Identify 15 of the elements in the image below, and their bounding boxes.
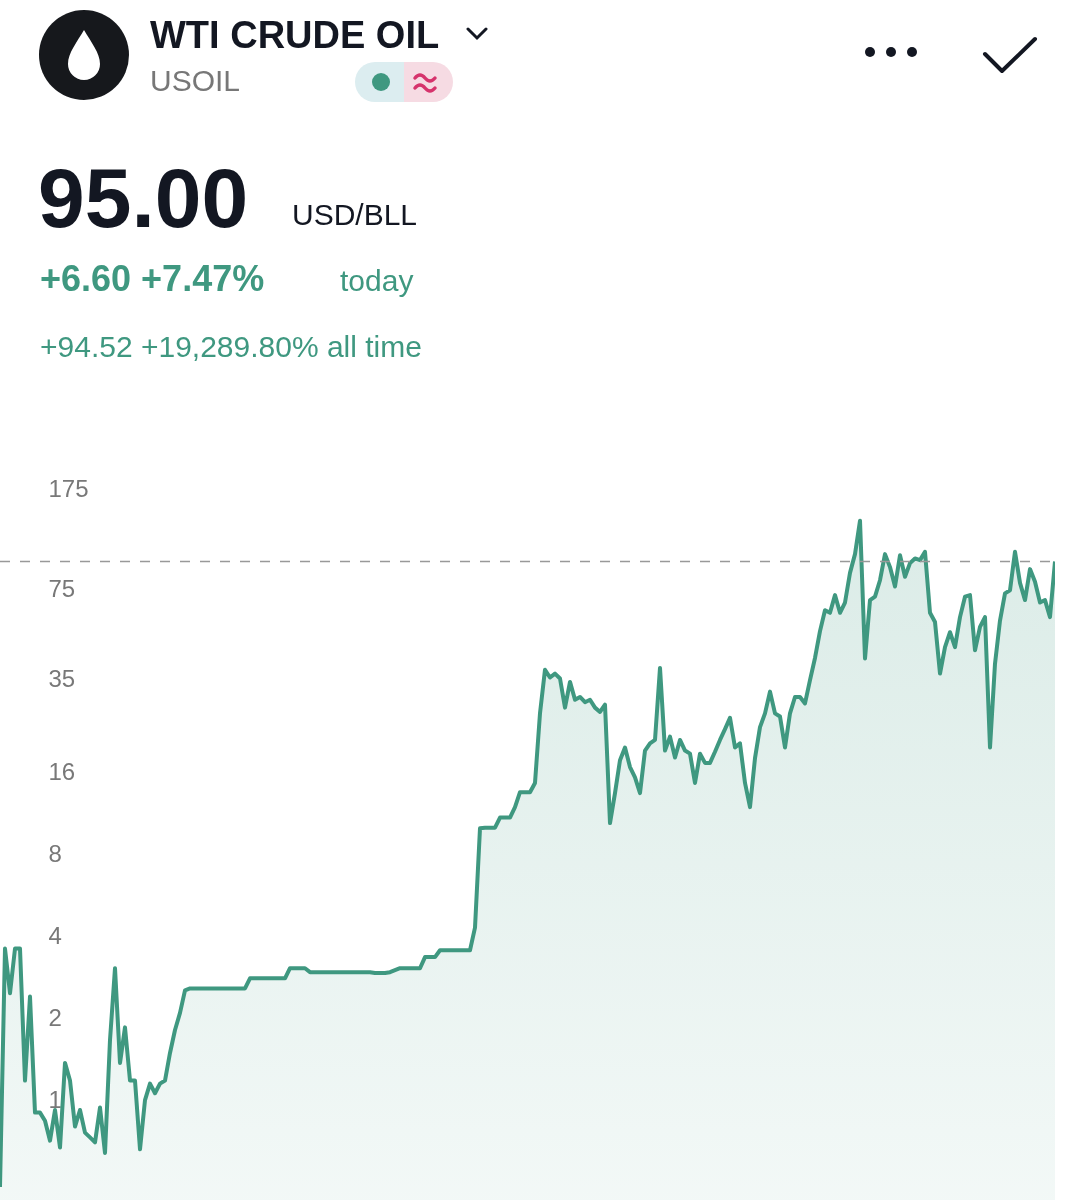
chart-title: WTI CRUDE OIL [150,14,440,57]
y-tick-label: 2 [48,1003,62,1031]
y-tick-label: 4 [48,921,62,949]
y-tick-label: 8 [48,839,62,867]
y-tick-label: 35 [48,665,76,693]
chart-subtitle: USOIL [150,64,241,98]
text: +6.60 +7.47% [40,258,265,300]
y-tick-label: 1 [48,1085,62,1113]
text: 95.00 [38,150,249,247]
text: USD/BLL [292,198,418,232]
text: today [340,264,414,298]
y-tick-label: 16 [48,757,76,785]
y-tick-label: 75 [48,574,76,602]
y-tick-label: 175 [48,474,89,502]
text: +94.52 +19,289.80% all time [40,330,422,364]
